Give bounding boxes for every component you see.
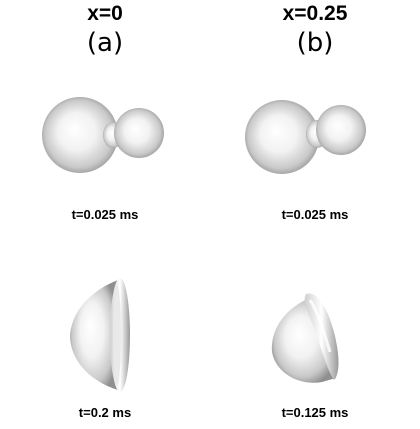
bubble-pair-shape <box>245 100 366 174</box>
bubble-pair-shape <box>42 97 164 173</box>
time-caption: t=0.2 ms <box>78 405 132 420</box>
panel-label: (a) <box>86 28 124 58</box>
time-caption: t=0.025 ms <box>71 207 139 222</box>
panel-label: (b) <box>296 28 334 58</box>
column-a: x=0 (a) t=0.025 ms t=0.2 ms <box>42 2 164 420</box>
time-caption: t=0.125 ms <box>281 405 349 420</box>
time-caption: t=0.025 ms <box>281 207 349 222</box>
column-header: x=0.25 <box>282 2 348 25</box>
tilted-cap-shape <box>271 293 339 383</box>
column-b: x=0.25 (b) t=0.025 ms t=0.125 ms <box>210 0 420 429</box>
column-header: x=0 <box>87 2 123 25</box>
flattened-cap-shape <box>70 278 130 392</box>
